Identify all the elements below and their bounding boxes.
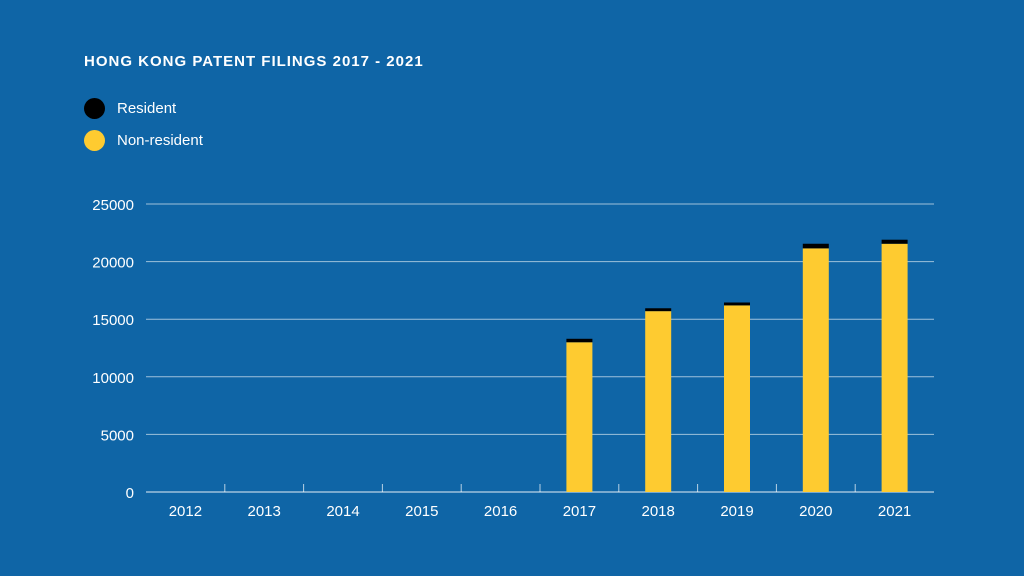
y-tick-label-10000: 10000 (92, 370, 134, 387)
bar-resident-2018 (645, 308, 672, 312)
y-tick-label-5000: 5000 (101, 427, 134, 444)
x-tick-label-2015: 2015 (405, 503, 438, 520)
x-tick-label-2017: 2017 (563, 503, 596, 520)
bar-non-resident-2017 (566, 342, 593, 492)
x-tick-label-2016: 2016 (484, 503, 517, 520)
bar-non-resident-2021 (881, 243, 908, 492)
bar-non-resident-2018 (645, 311, 672, 492)
y-tick-label-15000: 15000 (92, 312, 134, 329)
y-tick-label-0: 0 (126, 485, 134, 502)
x-tick-label-2014: 2014 (326, 503, 359, 520)
x-tick-label-2019: 2019 (720, 503, 753, 520)
bar-resident-2021 (881, 239, 908, 244)
legend-label-non-resident: Non-resident (117, 131, 203, 149)
legend-swatch-resident (84, 97, 105, 119)
y-tick-label-25000: 25000 (92, 197, 134, 214)
bar-resident-2019 (724, 302, 750, 306)
legend-item-non-resident: Non-resident (84, 129, 203, 151)
bar-non-resident-2019 (724, 305, 750, 492)
legend-label-resident: Resident (117, 99, 177, 117)
x-tick-label-2021: 2021 (878, 503, 911, 520)
x-tick-label-2013: 2013 (248, 503, 281, 520)
x-tick-label-2020: 2020 (799, 503, 832, 520)
bar-resident-2020 (802, 243, 829, 249)
legend: Resident Non-resident (84, 97, 203, 161)
y-tick-label-20000: 20000 (92, 255, 134, 272)
legend-swatch-non-resident (84, 129, 105, 151)
bar-resident-2017 (566, 338, 593, 343)
legend-item-resident: Resident (84, 97, 203, 119)
x-tick-label-2012: 2012 (169, 503, 202, 520)
x-tick-label-2018: 2018 (642, 503, 675, 520)
chart-title: HONG KONG PATENT FILINGS 2017 - 2021 (84, 53, 424, 70)
bar-non-resident-2020 (802, 248, 829, 492)
